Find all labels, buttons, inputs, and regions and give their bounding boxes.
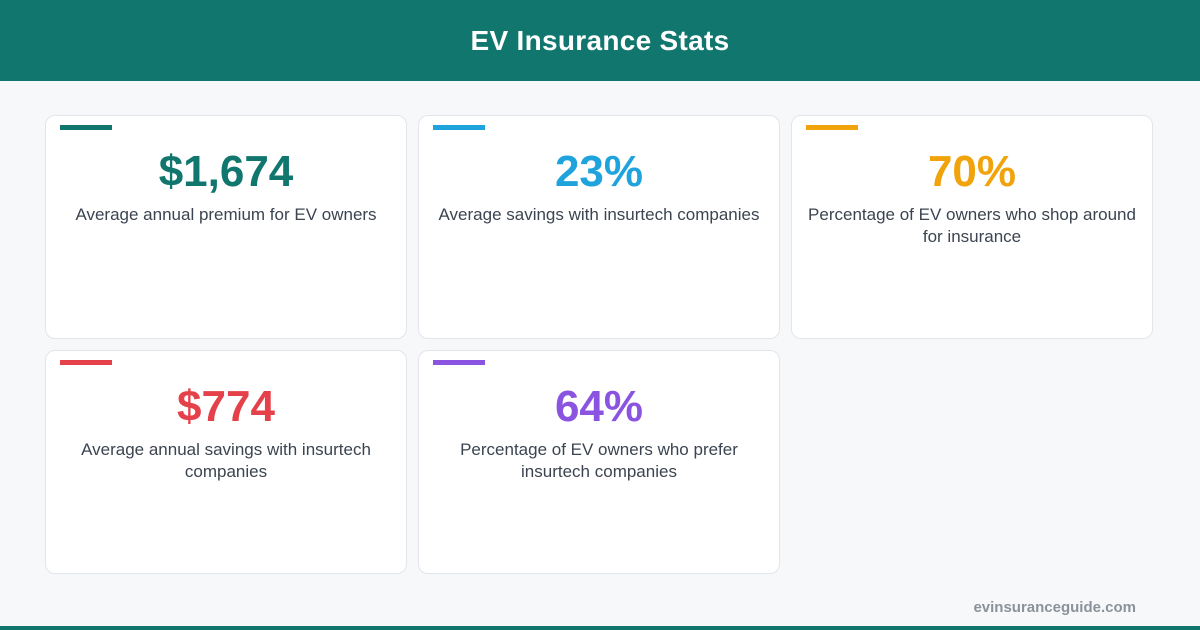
- stat-description: Average savings with insurtech companies: [438, 205, 760, 224]
- stat-value: 70%: [927, 147, 1017, 196]
- stat-value: 23%: [554, 147, 644, 196]
- stat-description: Percentage of EV owners who shop around …: [808, 205, 1136, 246]
- card-accent-bar: [433, 360, 485, 365]
- stat-card-prefer-insurtech: 64% Percentage of EV owners who prefer i…: [418, 350, 780, 574]
- stat-description: Average annual savings with insurtech co…: [81, 440, 371, 481]
- stat-value: 64%: [554, 382, 644, 431]
- stat-card-shop-around: 70% Percentage of EV owners who shop aro…: [791, 115, 1153, 339]
- stat-description: Average annual premium for EV owners: [75, 205, 377, 224]
- page-title: EV Insurance Stats: [470, 24, 730, 56]
- card-accent-bar: [60, 125, 112, 130]
- site-url: evinsuranceguide.com: [973, 599, 1136, 616]
- stat-card-annual-savings: $774 Average annual savings with insurte…: [45, 350, 407, 574]
- stat-description: Percentage of EV owners who prefer insur…: [460, 440, 738, 481]
- stat-card-average-premium: $1,674 Average annual premium for EV own…: [45, 115, 407, 339]
- card-accent-bar: [806, 125, 858, 130]
- stat-value: $774: [177, 382, 275, 431]
- footer-bar: [0, 626, 1200, 630]
- stat-card-average-savings-percent: 23% Average savings with insurtech compa…: [418, 115, 780, 339]
- stat-value: $1,674: [158, 147, 294, 196]
- card-accent-bar: [433, 125, 485, 130]
- page-header: EV Insurance Stats: [0, 0, 1200, 81]
- card-accent-bar: [60, 360, 112, 365]
